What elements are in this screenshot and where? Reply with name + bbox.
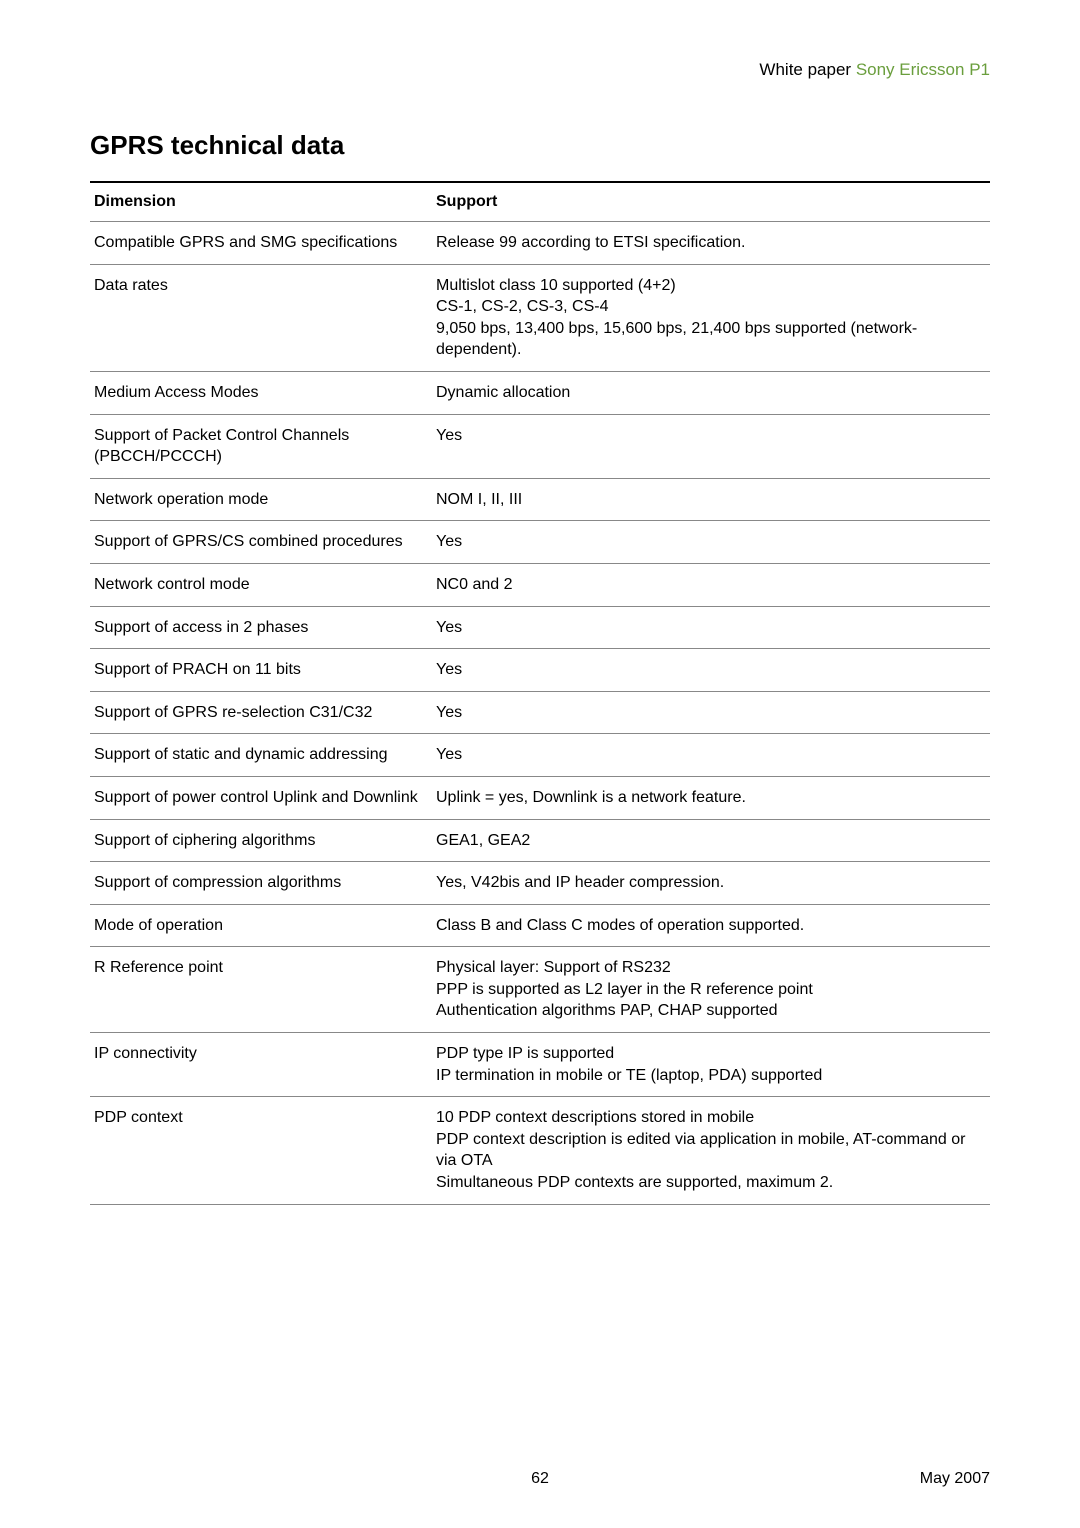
cell-support: Uplink = yes, Downlink is a network feat…: [432, 776, 990, 819]
cell-dimension: Support of GPRS/CS combined procedures: [90, 521, 432, 564]
cell-dimension: Network operation mode: [90, 478, 432, 521]
table-row: R Reference pointPhysical layer: Support…: [90, 947, 990, 1033]
cell-dimension: Support of PRACH on 11 bits: [90, 649, 432, 692]
cell-dimension: Support of static and dynamic addressing: [90, 734, 432, 777]
table-row: Support of static and dynamic addressing…: [90, 734, 990, 777]
table-row: Network operation modeNOM I, II, III: [90, 478, 990, 521]
table-row: IP connectivityPDP type IP is supportedI…: [90, 1033, 990, 1097]
header-prefix: White paper: [759, 60, 855, 79]
cell-support: Yes: [432, 649, 990, 692]
table-row: Support of PRACH on 11 bitsYes: [90, 649, 990, 692]
table-row: Support of ciphering algorithmsGEA1, GEA…: [90, 819, 990, 862]
table-row: Support of GPRS/CS combined proceduresYe…: [90, 521, 990, 564]
cell-dimension: IP connectivity: [90, 1033, 432, 1097]
footer-date: May 2007: [920, 1470, 990, 1488]
cell-support: Class B and Class C modes of operation s…: [432, 904, 990, 947]
cell-dimension: Support of compression algorithms: [90, 862, 432, 905]
footer-page-number: 62: [531, 1470, 549, 1488]
table-row: Network control modeNC0 and 2: [90, 563, 990, 606]
cell-support: GEA1, GEA2: [432, 819, 990, 862]
table-row: Compatible GPRS and SMG specificationsRe…: [90, 222, 990, 265]
table-row: PDP context10 PDP context descriptions s…: [90, 1097, 990, 1204]
cell-support: Dynamic allocation: [432, 371, 990, 414]
table-row: Support of power control Uplink and Down…: [90, 776, 990, 819]
column-header-dimension: Dimension: [90, 182, 432, 222]
cell-support: NC0 and 2: [432, 563, 990, 606]
table-row: Support of access in 2 phasesYes: [90, 606, 990, 649]
cell-dimension: Compatible GPRS and SMG specifications: [90, 222, 432, 265]
cell-support: Physical layer: Support of RS232PPP is s…: [432, 947, 990, 1033]
table-header-row: Dimension Support: [90, 182, 990, 222]
cell-support: Yes, V42bis and IP header compression.: [432, 862, 990, 905]
page-footer: 62 May 2007: [90, 1470, 990, 1488]
cell-support: Yes: [432, 606, 990, 649]
table-row: Medium Access ModesDynamic allocation: [90, 371, 990, 414]
table-row: Data ratesMultislot class 10 supported (…: [90, 264, 990, 371]
cell-dimension: Data rates: [90, 264, 432, 371]
column-header-support: Support: [432, 182, 990, 222]
cell-support: Yes: [432, 734, 990, 777]
cell-support: NOM I, II, III: [432, 478, 990, 521]
cell-dimension: Support of GPRS re-selection C31/C32: [90, 691, 432, 734]
table-row: Support of Packet Control Channels (PBCC…: [90, 414, 990, 478]
cell-dimension: Support of power control Uplink and Down…: [90, 776, 432, 819]
table-row: Mode of operationClass B and Class C mod…: [90, 904, 990, 947]
page-header: White paper Sony Ericsson P1: [90, 60, 990, 80]
cell-support: 10 PDP context descriptions stored in mo…: [432, 1097, 990, 1204]
cell-support: PDP type IP is supportedIP termination i…: [432, 1033, 990, 1097]
cell-dimension: PDP context: [90, 1097, 432, 1204]
gprs-data-table: Dimension Support Compatible GPRS and SM…: [90, 181, 990, 1205]
header-product: Sony Ericsson P1: [856, 60, 990, 79]
cell-dimension: Mode of operation: [90, 904, 432, 947]
cell-support: Multislot class 10 supported (4+2)CS-1, …: [432, 264, 990, 371]
cell-dimension: Medium Access Modes: [90, 371, 432, 414]
cell-support: Yes: [432, 691, 990, 734]
cell-dimension: Support of ciphering algorithms: [90, 819, 432, 862]
cell-dimension: Support of Packet Control Channels (PBCC…: [90, 414, 432, 478]
page-title: GPRS technical data: [90, 130, 990, 161]
table-row: Support of GPRS re-selection C31/C32Yes: [90, 691, 990, 734]
cell-dimension: Support of access in 2 phases: [90, 606, 432, 649]
table-row: Support of compression algorithmsYes, V4…: [90, 862, 990, 905]
cell-support: Yes: [432, 414, 990, 478]
cell-support: Release 99 according to ETSI specificati…: [432, 222, 990, 265]
cell-dimension: Network control mode: [90, 563, 432, 606]
cell-support: Yes: [432, 521, 990, 564]
cell-dimension: R Reference point: [90, 947, 432, 1033]
